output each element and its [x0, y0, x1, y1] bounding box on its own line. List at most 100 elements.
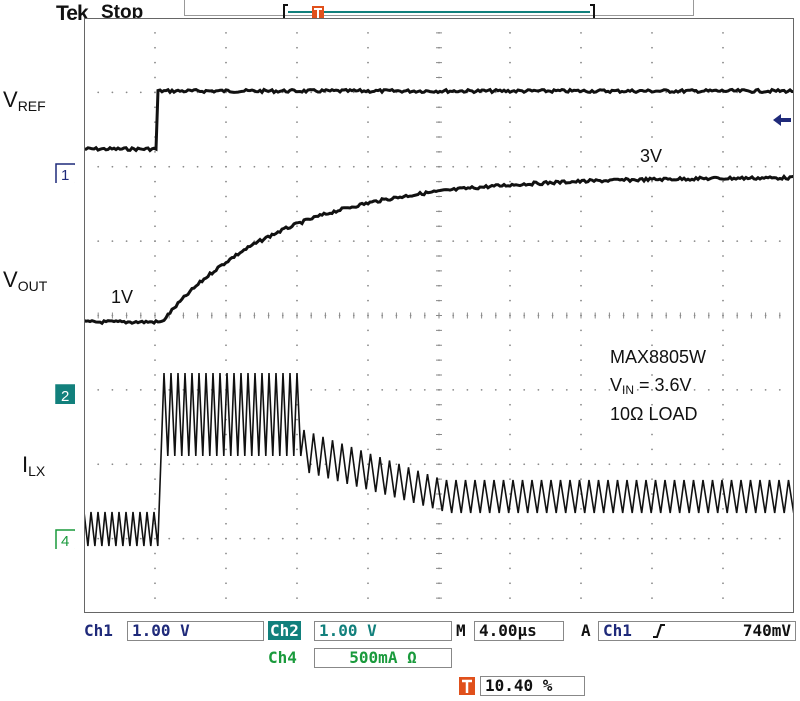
- grid-dot: [310, 165, 313, 168]
- grid-dot: [580, 329, 582, 332]
- grid-dot: [722, 269, 724, 272]
- ch2-name: Ch2: [268, 621, 301, 640]
- grid-dot: [296, 597, 298, 600]
- grid-dot: [509, 522, 511, 525]
- ch1-name: Ch1: [84, 621, 113, 640]
- grid-dot: [296, 210, 298, 213]
- grid-dot: [651, 433, 653, 436]
- grid-dot: [367, 448, 369, 451]
- grid-dot: [736, 388, 739, 391]
- grid-dot: [580, 61, 582, 64]
- grid-dot: [296, 329, 298, 332]
- ch4-ground-marker[interactable]: 4: [55, 529, 75, 549]
- grid-dot: [267, 463, 270, 466]
- grid-dot: [494, 165, 497, 168]
- grid-dot: [722, 433, 724, 436]
- grid-dot: [154, 269, 156, 272]
- grid-dot: [296, 463, 298, 466]
- grid-dot: [225, 582, 227, 585]
- ch4-scale[interactable]: 500mA Ω: [314, 648, 452, 668]
- grid-dot: [225, 433, 227, 436]
- grid-dot: [225, 240, 227, 243]
- grid-dot: [139, 91, 142, 94]
- grid-dot: [480, 537, 483, 540]
- grid-dot: [580, 448, 582, 451]
- grid-dot: [651, 582, 653, 585]
- grid-dot: [338, 240, 341, 243]
- grid-dot: [154, 463, 156, 466]
- grid-dot: [154, 46, 156, 49]
- grid-dot: [750, 388, 753, 391]
- grid-dot: [310, 91, 313, 94]
- grid-dot: [154, 210, 156, 213]
- grid-dot: [367, 552, 369, 555]
- grid-dot: [722, 46, 724, 49]
- ch1-ground-marker[interactable]: 1: [55, 163, 75, 183]
- grid-dot: [239, 240, 242, 243]
- grid-dot: [722, 136, 724, 138]
- waveform-display[interactable]: [84, 18, 794, 613]
- grid-dot: [750, 165, 753, 168]
- ch2-scale[interactable]: 1.00 V: [314, 621, 452, 641]
- grid-dot: [225, 359, 227, 362]
- grid-dot: [125, 537, 128, 540]
- grid-dot: [466, 165, 469, 168]
- grid-dot: [608, 537, 611, 540]
- grid-dot: [367, 493, 369, 495]
- ch1-scale[interactable]: 1.00 V: [127, 621, 264, 641]
- grid-dot: [509, 106, 511, 109]
- grid-dot: [139, 165, 142, 168]
- grid-dot: [367, 359, 369, 362]
- trigger-position-value[interactable]: 10.40 %: [480, 676, 585, 696]
- grid-dot: [367, 374, 369, 376]
- grid-dot: [722, 359, 724, 362]
- svg-text:2: 2: [61, 388, 69, 404]
- grid-dot: [154, 284, 156, 287]
- grid-dot: [466, 388, 469, 391]
- grid-dot: [580, 374, 582, 376]
- grid-dot: [296, 567, 298, 570]
- grid-dot: [296, 180, 298, 183]
- trigger-source: Ch1: [603, 621, 632, 640]
- grid-dot: [750, 537, 753, 540]
- grid-dot: [381, 240, 384, 243]
- timebase-value[interactable]: 4.00µs: [474, 621, 564, 641]
- grid-dot: [580, 150, 582, 153]
- grid-dot: [651, 463, 653, 466]
- grid-dot: [452, 165, 455, 168]
- grid-dot: [154, 299, 156, 302]
- grid-dot: [409, 165, 412, 168]
- grid-dot: [466, 463, 469, 466]
- grid-dot: [778, 240, 781, 243]
- grid-dot: [764, 240, 767, 243]
- grid-dot: [367, 61, 369, 64]
- grid-dot: [296, 165, 298, 168]
- ch2-ground-marker[interactable]: 2: [55, 384, 75, 404]
- grid-dot: [537, 463, 540, 466]
- grid-dot: [608, 165, 611, 168]
- grid-dot: [154, 344, 156, 347]
- grid-dot: [154, 597, 156, 600]
- vout-end-level: 3V: [640, 146, 663, 166]
- grid-dot: [523, 240, 526, 243]
- grid-dot: [423, 165, 426, 168]
- grid-dot: [494, 240, 497, 243]
- grid-dot: [494, 463, 497, 466]
- svg-text:4: 4: [61, 533, 69, 549]
- ilx-label: ILX: [22, 452, 46, 479]
- grid-dot: [509, 597, 511, 600]
- grid-dot: [296, 31, 298, 34]
- grid-dot: [665, 537, 668, 540]
- grid-dot: [722, 210, 724, 213]
- grid-dot: [580, 225, 582, 228]
- grid-dot: [367, 344, 369, 347]
- grid-dot: [324, 388, 327, 391]
- grid-dot: [707, 463, 710, 466]
- trigger-readout[interactable]: Ch1 740mV: [598, 621, 796, 641]
- grid-dot: [722, 374, 724, 376]
- grid-dot: [523, 165, 526, 168]
- grid-dot: [509, 210, 511, 213]
- grid-dot: [154, 31, 156, 34]
- grid-dot: [154, 106, 156, 109]
- grid-dot: [750, 240, 753, 243]
